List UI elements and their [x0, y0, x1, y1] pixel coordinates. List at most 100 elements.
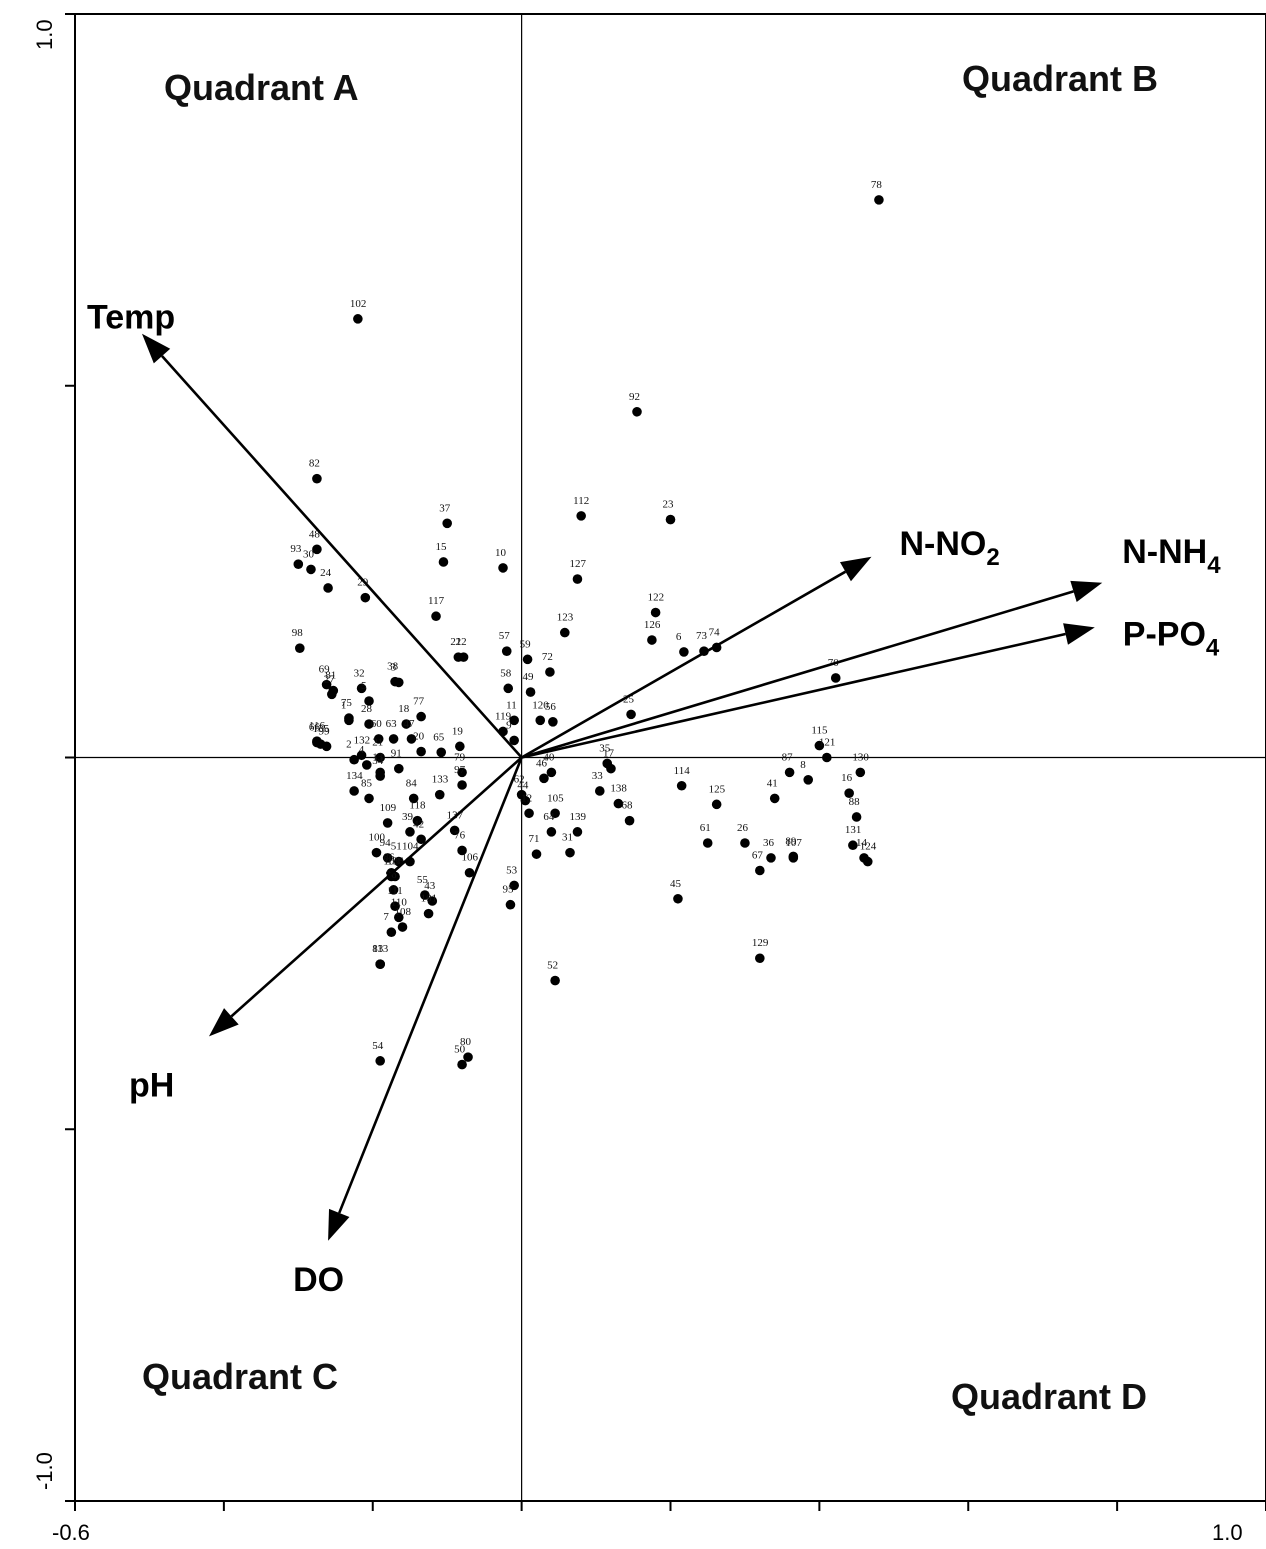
- sample-point: [438, 557, 449, 567]
- sample-point-label: 22: [456, 636, 467, 648]
- sample-point-label: 55: [417, 874, 429, 886]
- vector-po4-label: P-PO4: [1123, 615, 1220, 661]
- quadrant-c-label: Quadrant C: [142, 1356, 338, 1397]
- sample-point: [375, 1056, 385, 1066]
- sample-point-label: 17: [603, 748, 615, 760]
- sample-point-label: 118: [409, 800, 426, 812]
- sample-point-label: 60: [371, 718, 383, 730]
- sample-point-label: 114: [674, 765, 691, 777]
- sample-point: [814, 740, 825, 751]
- sample-point: [371, 847, 382, 858]
- sample-point: [550, 808, 560, 819]
- sample-point-label: 6: [676, 631, 682, 643]
- sample-point: [565, 847, 575, 858]
- sample-point: [848, 840, 858, 851]
- sample-point-label: 26: [737, 822, 749, 834]
- sample-point-label: 2: [346, 739, 352, 751]
- sample-point-label: 98: [292, 627, 304, 639]
- sample-point: [361, 760, 372, 770]
- sample-point-label: 112: [573, 495, 589, 507]
- x-axis-ticks: [74, 1501, 1266, 1511]
- sample-point: [535, 715, 546, 726]
- sample-point: [397, 922, 408, 932]
- sample-point: [676, 780, 687, 791]
- sample-point: [321, 679, 332, 690]
- sample-point-label: 20: [413, 731, 425, 743]
- sample-point: [386, 871, 397, 882]
- sample-point-label: 103: [383, 855, 400, 867]
- quadrant-d-label: Quadrant D: [951, 1376, 1147, 1417]
- sample-point: [503, 683, 514, 694]
- sample-point: [344, 715, 354, 726]
- sample-point: [394, 677, 404, 688]
- y-axis-ticks: [65, 13, 75, 1502]
- sample-point: [548, 717, 558, 727]
- y-tick-label-min: -1.0: [32, 1452, 57, 1490]
- sample-point-label: 36: [763, 837, 775, 849]
- sample-point-label: 37: [439, 502, 451, 514]
- sample-point-label: 34: [372, 755, 384, 767]
- sample-point-label: 88: [849, 796, 861, 808]
- sample-point-label: 132: [354, 734, 371, 746]
- sample-point-label: 18: [398, 703, 410, 715]
- sample-point: [364, 696, 374, 706]
- sample-point: [401, 719, 412, 729]
- sample-point-label: 93: [290, 543, 302, 555]
- sample-point-label: 130: [852, 751, 869, 763]
- sample-point: [632, 406, 642, 417]
- environmental-vectors: Temp N-NO2 N-NH4 P-PO4 pH DO: [87, 299, 1221, 1299]
- sample-point-label: 87: [782, 751, 794, 763]
- quadrant-a-label: Quadrant A: [164, 67, 359, 108]
- sample-point-label: 120: [532, 699, 549, 711]
- sample-point-label: 41: [767, 777, 778, 789]
- sample-point-label: 94: [380, 837, 392, 849]
- sample-point: [522, 654, 533, 665]
- sample-point: [711, 799, 722, 810]
- sample-point-label: 43: [424, 880, 436, 892]
- sample-point: [323, 583, 333, 593]
- sample-point-label: 84: [406, 777, 418, 789]
- sample-point-label: 139: [569, 811, 586, 823]
- sample-point: [550, 975, 560, 986]
- sample-point: [702, 838, 713, 848]
- sample-point: [520, 795, 531, 806]
- sample-point: [539, 773, 549, 784]
- sample-point: [572, 574, 583, 584]
- sample-point-label: 10: [495, 547, 507, 559]
- sample-point: [416, 834, 426, 845]
- sample-point: [505, 899, 516, 910]
- sample-point: [416, 746, 426, 757]
- sample-point-label: 83: [372, 943, 384, 955]
- sample-point-label: 28: [361, 703, 373, 715]
- sample-point-label: 69: [319, 664, 331, 676]
- sample-point-label: 100: [368, 832, 385, 844]
- sample-point: [509, 715, 519, 726]
- sample-point: [353, 314, 363, 324]
- sample-point-label: 117: [428, 595, 445, 607]
- sample-point-label: 32: [354, 667, 365, 679]
- sample-point: [509, 880, 519, 891]
- sample-point: [498, 563, 508, 573]
- sample-point: [388, 885, 399, 895]
- sample-point-label: 77: [413, 696, 425, 708]
- sample-point-label: 16: [841, 772, 853, 784]
- sample-point-label: 65: [433, 731, 445, 743]
- sample-point: [613, 798, 624, 809]
- sample-point-label: 131: [845, 824, 862, 836]
- sample-point: [431, 611, 441, 622]
- vector-no2-label: N-NO2: [899, 525, 999, 571]
- sample-point: [382, 853, 393, 863]
- sample-point-label: 135: [313, 723, 330, 735]
- sample-point-label: 64: [543, 811, 555, 823]
- sample-point-label: 56: [545, 701, 557, 713]
- sample-point-label: 50: [454, 1044, 466, 1056]
- sample-point: [606, 763, 616, 774]
- sample-point-label: 11: [506, 699, 517, 711]
- vector-nh4-line: [521, 590, 1074, 759]
- sample-point-label: 59: [520, 638, 532, 650]
- sample-point-label: 78: [871, 179, 883, 191]
- sample-point: [306, 564, 316, 575]
- sample-point: [349, 754, 359, 765]
